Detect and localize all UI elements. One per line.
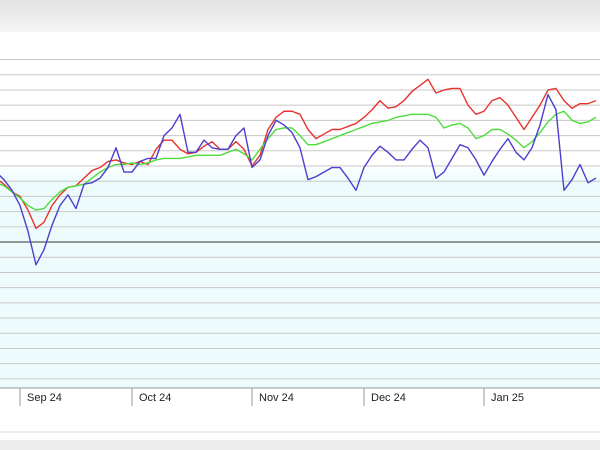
series-line	[0, 93, 597, 266]
series-line	[0, 110, 597, 211]
x-tick-label: Jan 25	[491, 392, 524, 404]
grid	[0, 59, 600, 380]
plot-area	[0, 55, 600, 388]
lines	[0, 78, 597, 266]
toolbar	[0, 0, 600, 32]
footer-bar	[0, 440, 600, 450]
x-tick-label: Nov 24	[259, 392, 294, 404]
x-tick-label: Sep 24	[27, 392, 62, 404]
x-tick-label: Dec 24	[371, 392, 406, 404]
x-axis-labels: Sep 24 Oct 24 Nov 24 Dec 24 Jan 25	[19, 388, 524, 406]
x-tick-label: Oct 24	[139, 392, 171, 404]
series-line	[0, 78, 597, 230]
